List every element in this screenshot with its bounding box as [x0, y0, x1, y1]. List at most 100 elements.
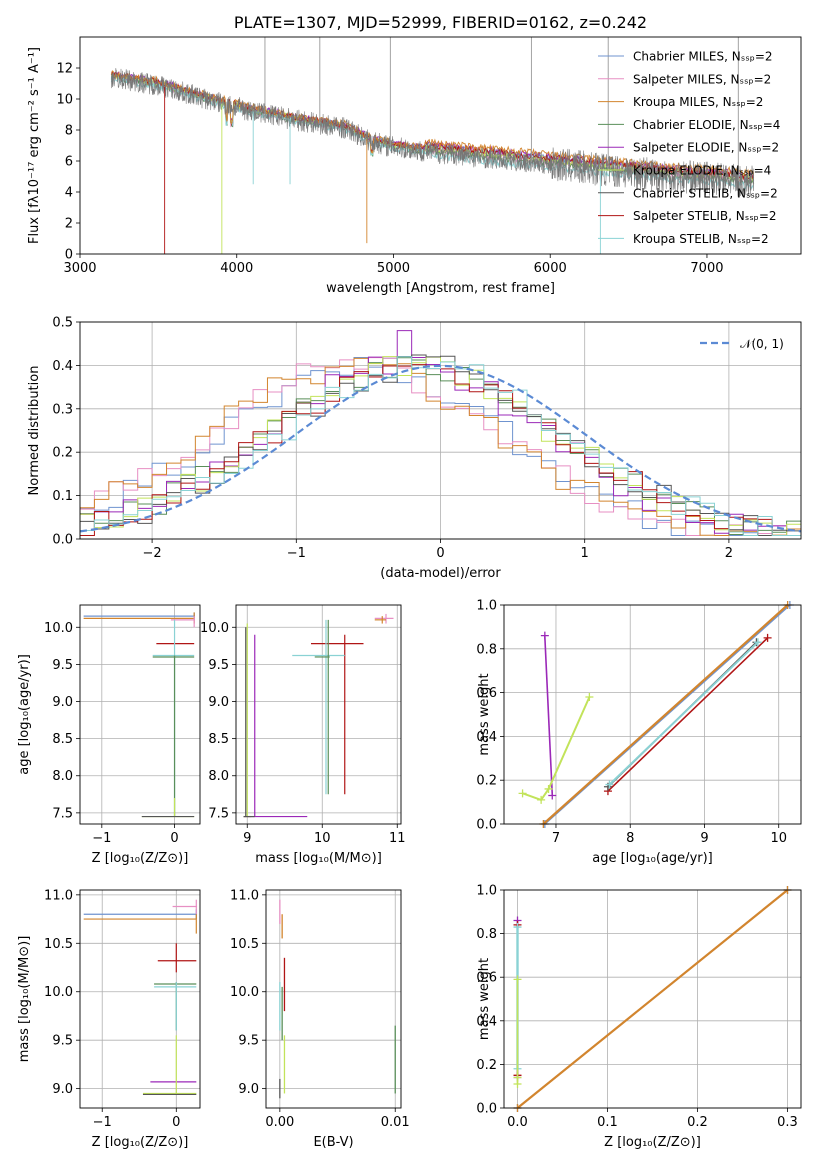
- panel-mass-vs-Z: −1 0 9.0 9.5 10.0 10.5 11.0 Z [log₁₀(Z/Z⊙)] mass…: [17, 888, 201, 1150]
- plot-area: [243, 613, 394, 818]
- grid-lines: [80, 890, 200, 1108]
- y-tick-label: 9.5: [52, 658, 73, 673]
- series-salpeter-elodie-marker-0: [540, 631, 549, 640]
- y-tick-label: 0.0: [476, 1102, 497, 1117]
- panel-spectrum: 3000 4000 5000 6000 7000 0 2 4 6 8 10 12 wavelength …: [27, 13, 802, 296]
- grid-lines: [80, 605, 200, 824]
- y-tick-label: 9.0: [52, 695, 73, 710]
- y-tick-label: 10: [56, 93, 73, 108]
- y-tick-label: 0.1: [52, 489, 73, 504]
- panel-age-vs-mass: 9 10 11 7.5 8.0 8.5 9.0 9.5 10.0 mass [log₁₀(M/M⊙…: [200, 604, 406, 866]
- point-4: [154, 982, 197, 1031]
- series-kroupa-elodie-marker-2: [513, 1073, 522, 1082]
- y-axis-label: mass weight: [477, 958, 492, 1040]
- series-kroupa-stelib-marker-0: [605, 780, 614, 789]
- y-tick-label: 9.5: [208, 658, 229, 673]
- y-tick-label: 0.8: [476, 927, 497, 942]
- series-kroupa-elodie-marker-3: [585, 692, 594, 701]
- y-tick-label: 7.5: [208, 806, 229, 821]
- x-tick-label: 0.2: [687, 1115, 708, 1130]
- axes-frame: [235, 604, 402, 825]
- normal-reference-curve: [80, 364, 801, 533]
- x-axis-label: (data-model)/error: [380, 566, 501, 581]
- x-axis-label: age [log₁₀(age/yr)]: [592, 851, 713, 866]
- series-kroupa-elodie: [522, 696, 591, 802]
- point-5: [243, 623, 251, 818]
- series-salpeter-stelib-marker-1: [763, 633, 772, 642]
- point-1: [374, 616, 386, 624]
- point-0: [374, 613, 394, 624]
- legend: Chabrier MILES, Nₛₛₚ=2 Salpeter MILES, Nₛ…: [598, 50, 780, 246]
- x-tick-label: 4000: [220, 261, 253, 276]
- y-axis-label: Normed distribution: [27, 366, 42, 496]
- y-tick-label: 8.0: [52, 769, 73, 784]
- y-tick-label: 8.5: [52, 732, 73, 747]
- point-7: [243, 627, 255, 818]
- point-7: [142, 1035, 197, 1095]
- point-4: [152, 619, 195, 817]
- panel-age-vs-Z: −1 0 7.5 8.0 8.5 9.0 9.5 10.0 Z [log₁₀(Z/Z⊙)] age…: [17, 604, 201, 866]
- y-tick-label: 0.6: [476, 686, 497, 701]
- y-tick-label: 8.0: [208, 769, 229, 784]
- y-tick-label: 0.0: [52, 533, 73, 548]
- x-axis-label: Z [log₁₀(Z/Z⊙)]: [604, 1135, 701, 1150]
- y-tick-label: 12: [56, 62, 73, 77]
- y-tick-label: 9.5: [52, 1034, 73, 1049]
- x-axis-label: Z [log₁₀(Z/Z⊙)]: [92, 1135, 189, 1150]
- plot-area: [83, 612, 195, 818]
- legend-label-7: Salpeter STELIB, Nₛₛₚ=2: [633, 209, 777, 223]
- y-tick-label: 0.6: [476, 971, 497, 986]
- axes-frame: [79, 36, 802, 255]
- x-tick-label: 0.3: [777, 1115, 798, 1130]
- y-tick-label: 0.4: [476, 730, 497, 745]
- y-tick-label: 8.5: [208, 732, 229, 747]
- point-0: [83, 909, 198, 920]
- series-kroupa-miles: [516, 889, 789, 1109]
- y-axis-label: mass [log₁₀(M/M⊙)]: [17, 936, 32, 1063]
- histogram-line-8: [80, 356, 801, 539]
- y-axis-label: age [log₁₀(age/yr)]: [17, 654, 32, 775]
- x-tick-label: 0.0: [507, 1115, 528, 1130]
- legend-label-4: Salpeter ELODIE, Nₛₛₚ=2: [633, 141, 779, 155]
- x-tick-label: 5000: [377, 261, 410, 276]
- y-tick-label: 0: [65, 248, 73, 263]
- y-tick-label: 4: [65, 186, 73, 201]
- axes-frame: [265, 889, 402, 1109]
- point-2: [83, 914, 197, 934]
- grid-lines: [266, 890, 401, 1108]
- axes-frame: [79, 889, 201, 1109]
- legend-label-5: Kroupa ELODIE, Nₛₛₚ=4: [633, 164, 771, 178]
- y-tick-label: 0.3: [52, 402, 73, 417]
- x-tick-label: 1: [581, 546, 589, 561]
- x-tick-label: −1: [287, 546, 306, 561]
- y-tick-label: 10.5: [44, 937, 73, 952]
- y-tick-label: 9.0: [52, 1082, 73, 1097]
- point-6: [243, 634, 308, 818]
- point-3: [157, 943, 197, 973]
- x-tick-label: 0: [170, 831, 178, 846]
- y-tick-label: 0.2: [476, 774, 497, 789]
- plot-area: [80, 330, 801, 539]
- legend: 𝒩(0, 1): [700, 337, 784, 351]
- chart-title: PLATE=1307, MJD=52999, FIBERID=0162, z=0…: [234, 13, 647, 32]
- x-tick-label: 0.00: [265, 1115, 294, 1130]
- y-tick-label: 0.5: [52, 316, 73, 331]
- point-5: [154, 982, 197, 1031]
- y-tick-label: 10.0: [44, 621, 73, 636]
- y-tick-label: 2: [65, 217, 73, 232]
- point-1: [172, 899, 198, 915]
- axes-frame: [503, 604, 802, 825]
- x-axis-label: Z [log₁₀(Z/Z⊙)]: [92, 851, 189, 866]
- series-kroupa-elodie-marker-0: [513, 975, 522, 984]
- x-tick-label: 8: [626, 831, 634, 846]
- x-tick-label: 0: [172, 1115, 180, 1130]
- x-axis-label: mass [log₁₀(M/M⊙)]: [255, 851, 382, 866]
- x-tick-label: 10: [314, 831, 331, 846]
- axes-frame: [79, 321, 802, 540]
- point-1: [83, 612, 195, 624]
- x-tick-label: 9: [700, 831, 708, 846]
- plot-area: [110, 37, 755, 254]
- x-tick-label: 11: [389, 831, 406, 846]
- grid-lines: [80, 321, 801, 540]
- x-tick-label: 7000: [690, 261, 723, 276]
